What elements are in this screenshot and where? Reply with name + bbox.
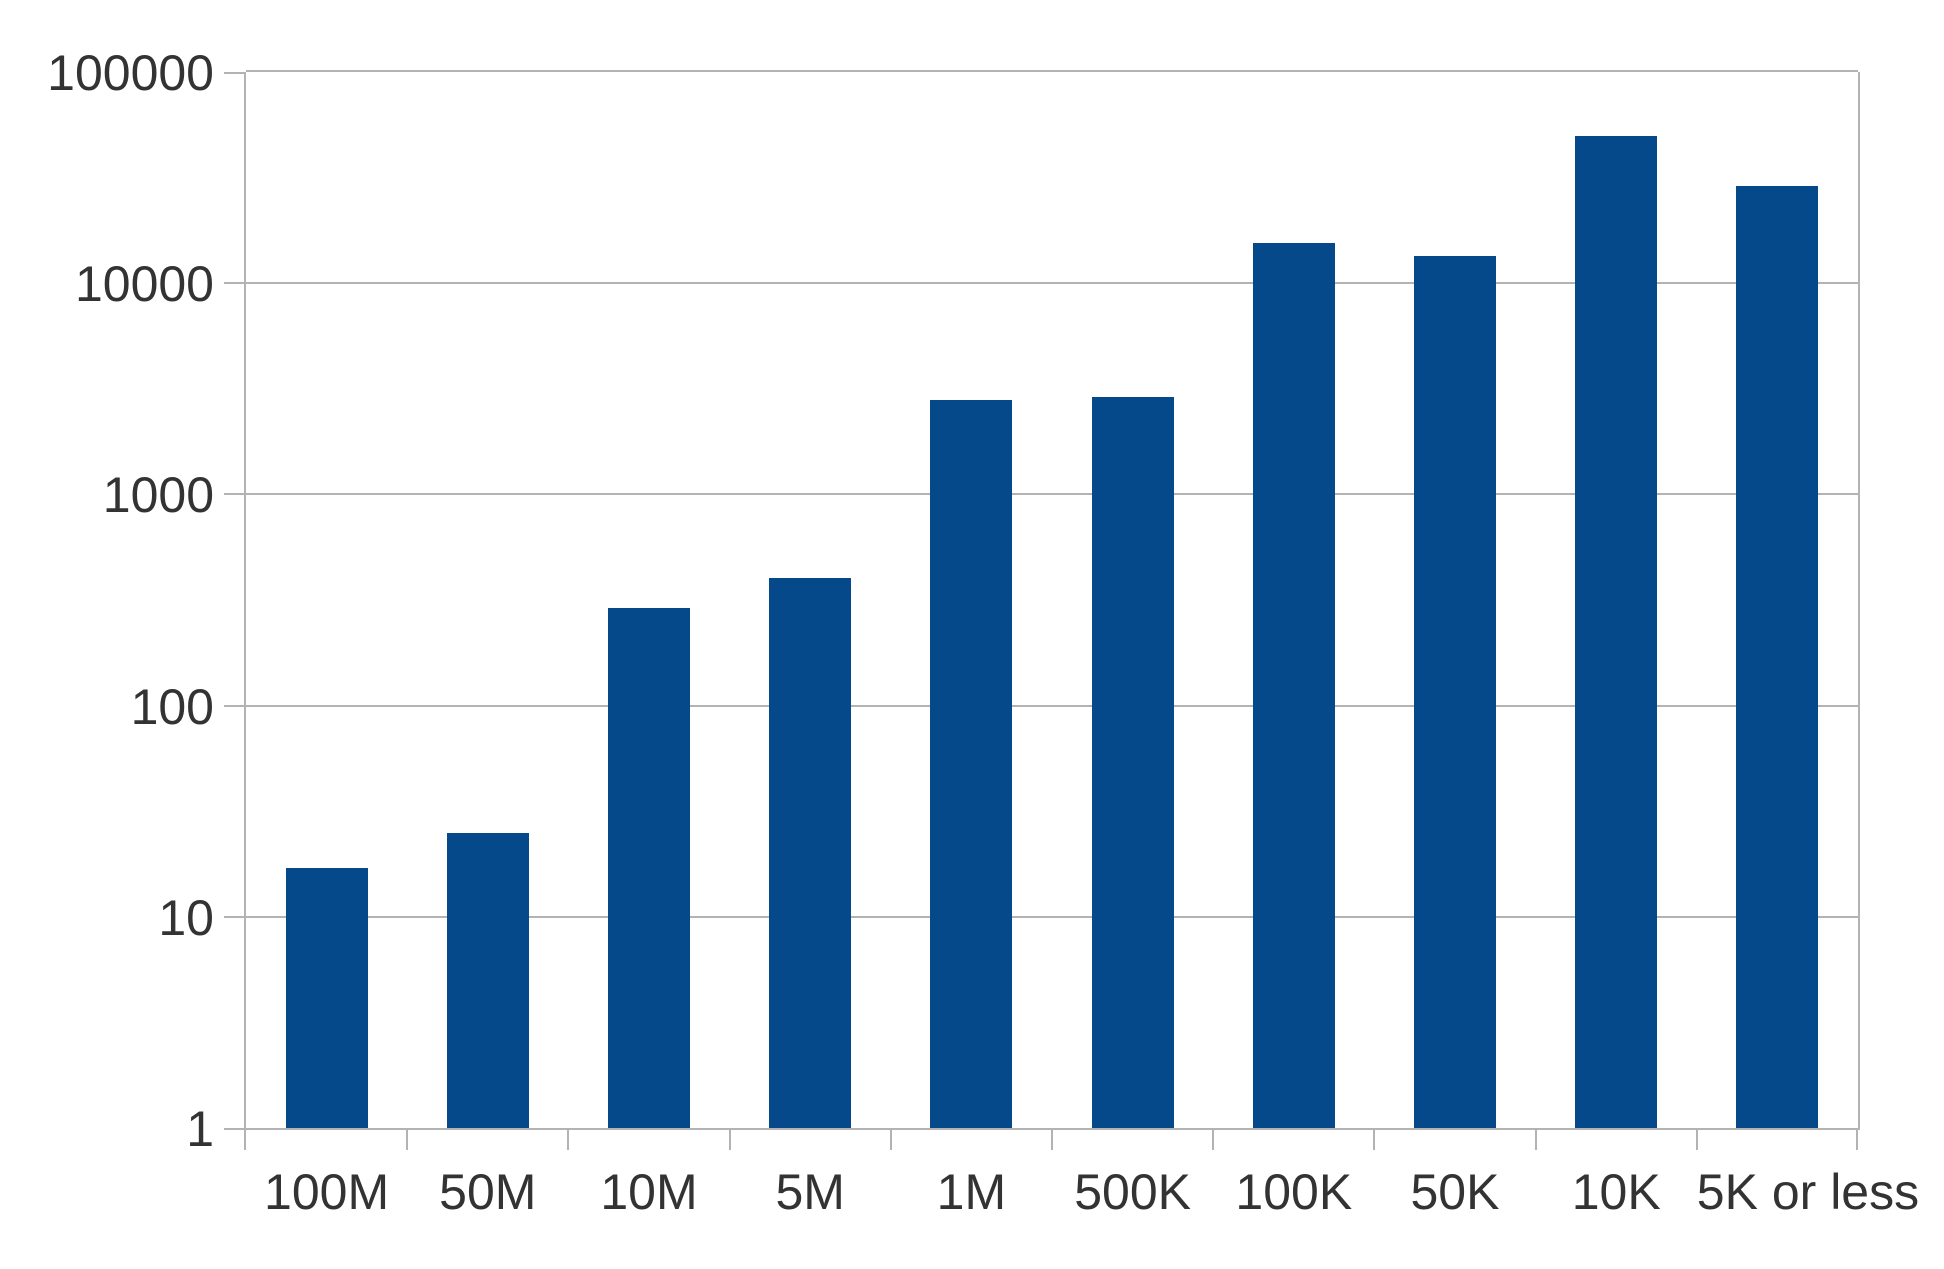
y-gridline bbox=[246, 282, 1858, 285]
x-axis-tick bbox=[567, 1130, 570, 1150]
x-axis-tick bbox=[244, 1130, 246, 1150]
y-axis-tick bbox=[224, 915, 244, 918]
x-axis-tick bbox=[406, 1130, 409, 1150]
y-gridline bbox=[246, 493, 1858, 496]
x-axis-tick bbox=[1695, 1130, 1698, 1150]
y-axis-tick bbox=[224, 282, 244, 285]
bar-500k bbox=[1091, 396, 1174, 1128]
bar-50m bbox=[446, 832, 529, 1128]
bar-10k bbox=[1575, 135, 1658, 1128]
y-axis-tick bbox=[224, 493, 244, 496]
x-axis-tick bbox=[728, 1130, 731, 1150]
y-axis-tick bbox=[224, 1128, 244, 1130]
x-axis-tick bbox=[1534, 1130, 1537, 1150]
y-gridline bbox=[246, 704, 1858, 707]
bar-100m bbox=[285, 868, 368, 1128]
x-axis-tick bbox=[1051, 1130, 1053, 1150]
x-axis-label: 5K or less bbox=[1696, 1164, 1920, 1220]
y-axis-label: 100000 bbox=[47, 45, 214, 101]
x-axis-label: 1M bbox=[936, 1164, 1007, 1220]
x-axis-label: 5M bbox=[775, 1164, 845, 1220]
x-axis-label: 10K bbox=[1571, 1164, 1661, 1220]
bar-10m bbox=[608, 607, 690, 1128]
x-axis-label: 50K bbox=[1410, 1164, 1500, 1220]
y-axis-label: 1 bbox=[186, 1101, 214, 1157]
y-axis-tick bbox=[224, 72, 244, 74]
bar-50k bbox=[1414, 256, 1496, 1128]
plot-area bbox=[244, 70, 1860, 1130]
y-axis-label: 100 bbox=[130, 678, 214, 735]
bar-5k-or-less bbox=[1736, 185, 1819, 1128]
y-axis-label: 1000 bbox=[102, 467, 214, 524]
y-axis-label: 10000 bbox=[74, 256, 214, 313]
x-axis-tick bbox=[1373, 1130, 1376, 1150]
y-gridline bbox=[246, 70, 1858, 72]
x-axis-label: 100M bbox=[264, 1164, 390, 1220]
x-axis-tick bbox=[1856, 1130, 1858, 1150]
bar-100k bbox=[1252, 243, 1335, 1128]
x-axis-label: 10M bbox=[600, 1164, 698, 1220]
x-axis-label: 500K bbox=[1074, 1164, 1191, 1220]
y-axis-label: 10 bbox=[158, 889, 214, 946]
x-axis-label: 50M bbox=[439, 1164, 537, 1220]
bar-5m bbox=[769, 578, 852, 1128]
bar-1m bbox=[930, 399, 1013, 1128]
x-axis-label: 100K bbox=[1235, 1164, 1353, 1220]
x-axis-tick bbox=[889, 1130, 892, 1150]
y-axis-tick bbox=[224, 704, 244, 707]
y-gridline bbox=[246, 915, 1858, 918]
x-axis-tick bbox=[1212, 1130, 1215, 1150]
